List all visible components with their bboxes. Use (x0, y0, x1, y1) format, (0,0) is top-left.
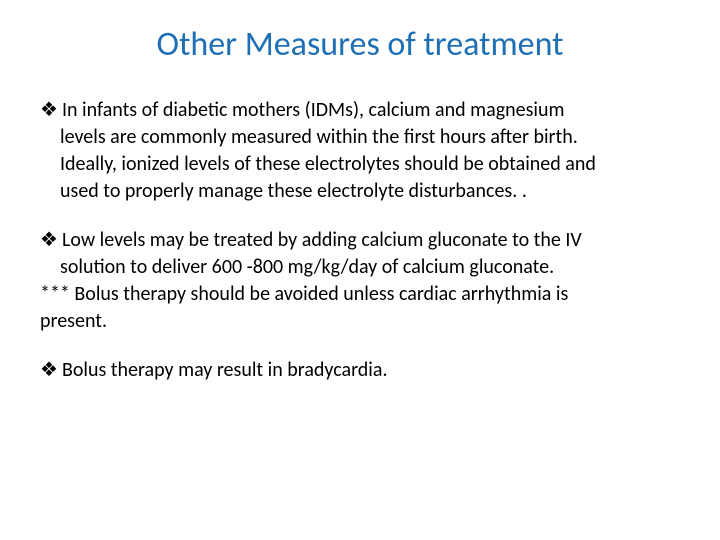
slide: Other Measures of treatment ❖ In infants… (0, 0, 720, 540)
bullet-text: In infants of diabetic mothers (IDMs), c… (62, 97, 680, 124)
slide-title: Other Measures of treatment (40, 24, 680, 65)
note-text: *** Bolus therapy should be avoided unle… (40, 281, 680, 308)
bullet-text: levels are commonly measured within the … (60, 124, 680, 151)
diamond-bullet-icon: ❖ (40, 97, 58, 124)
bullet-item-1: ❖ In infants of diabetic mothers (IDMs),… (40, 97, 680, 205)
diamond-bullet-icon: ❖ (40, 357, 58, 384)
bullet-text: Ideally, ionized levels of these electro… (60, 151, 680, 178)
bullet-item-3: ❖ Bolus therapy may result in bradycardi… (40, 357, 680, 384)
diamond-bullet-icon: ❖ (40, 227, 58, 254)
bullet-text: solution to deliver 600 -800 mg/kg/day o… (60, 254, 680, 281)
bullet-text: Bolus therapy may result in bradycardia. (62, 357, 680, 384)
bullet-item-2: ❖ Low levels may be treated by adding ca… (40, 227, 680, 335)
bullet-text: used to properly manage these electrolyt… (60, 178, 680, 205)
note-text: present. (40, 308, 680, 335)
bullet-text: Low levels may be treated by adding calc… (62, 227, 680, 254)
